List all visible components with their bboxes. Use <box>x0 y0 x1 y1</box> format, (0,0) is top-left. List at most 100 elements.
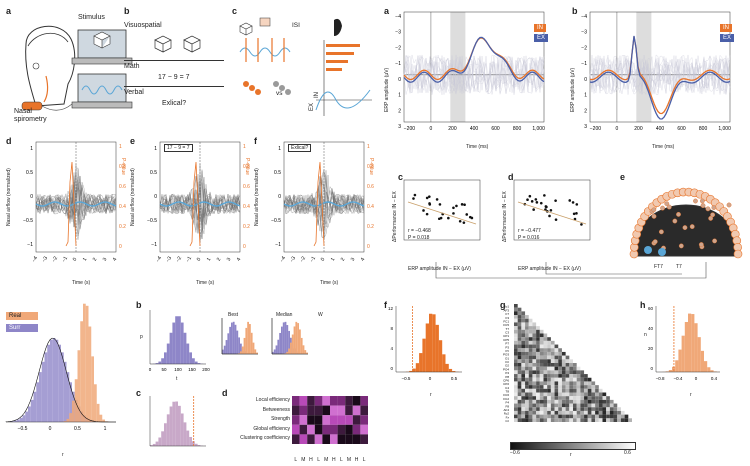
matrix-cell <box>539 418 544 422</box>
hist-bar <box>175 401 178 446</box>
matrix-cell <box>525 329 529 334</box>
matrix-cell <box>573 363 577 367</box>
heat-cell <box>352 396 361 406</box>
matrix-cell <box>514 388 518 393</box>
heat-cell <box>337 424 346 435</box>
t7-label: T7 <box>676 264 682 270</box>
matrix-cell <box>517 355 522 360</box>
matrix-cell <box>514 392 518 397</box>
matrix-cell <box>595 414 599 419</box>
matrix-cell <box>573 377 577 382</box>
matrix-cell <box>554 396 559 400</box>
matrix-cell <box>554 351 559 356</box>
matrix-cell <box>517 359 522 363</box>
surr-bar <box>25 411 28 422</box>
surr-bar <box>63 361 67 422</box>
hist-bar <box>175 316 178 364</box>
matrix-cell <box>554 381 559 386</box>
matrix-cell <box>521 337 526 341</box>
matrix-cell <box>539 377 544 382</box>
airflow-y-label-d: Nasal airflow (normalized) <box>6 168 12 226</box>
hist-bar <box>448 368 453 372</box>
lmh-label: L <box>362 457 366 463</box>
data-point <box>573 217 577 221</box>
matrix-cell <box>525 340 529 345</box>
matrix-cell <box>595 407 599 411</box>
electrode <box>698 242 704 247</box>
hist-b-main: 0 50 100 150 200 <box>149 310 210 372</box>
matrix-cell <box>558 396 562 400</box>
surr-bar <box>41 361 45 422</box>
matrix-cell <box>539 385 544 389</box>
data-point <box>572 212 576 216</box>
hist-bar <box>445 363 449 372</box>
matrix-cell <box>517 414 522 419</box>
hist-bar <box>229 326 231 354</box>
matrix-cell <box>550 340 555 345</box>
hist-bar <box>161 431 164 446</box>
matrix-cell <box>528 363 533 367</box>
matrix-cell <box>598 403 603 408</box>
matrix-cell <box>580 410 585 415</box>
row-label: AF4 <box>503 408 509 412</box>
corr-d-p: P = 0.016 <box>518 235 540 241</box>
panel-label-b3: b <box>136 300 142 310</box>
matrix-cell <box>547 399 551 404</box>
erp-x-c: ERP amplitude IN − EX (μV) <box>408 266 471 272</box>
matrix-cell <box>536 333 540 338</box>
airflow-y-label-e: Nasal airflow (normalized) <box>130 168 136 226</box>
matrix-cell <box>517 377 522 382</box>
matrix-cell <box>547 407 551 411</box>
x-tick: −0.5 <box>18 426 28 432</box>
matrix-cell <box>536 326 540 330</box>
matrix-cell <box>539 381 544 386</box>
electrode <box>710 212 716 218</box>
matrix-cell <box>558 363 562 367</box>
matrix-cell <box>547 403 551 408</box>
hist-median <box>271 318 308 355</box>
matrix-cell <box>532 344 537 349</box>
matrix-cell <box>580 370 585 375</box>
matrix-cell <box>514 304 518 308</box>
matrix-cell <box>543 388 548 393</box>
matrix-cell <box>521 403 526 408</box>
matrix-cell <box>543 392 548 397</box>
matrix-cell <box>528 329 533 334</box>
matrix-cell <box>525 388 529 393</box>
surr-bar <box>66 372 70 422</box>
matrix-cell <box>576 370 581 375</box>
panel-label-f: f <box>254 136 257 146</box>
lmh-label: H <box>331 457 336 463</box>
x-tick: 0 <box>149 367 152 372</box>
matrix-cell <box>543 396 548 400</box>
hist-bar <box>183 332 187 364</box>
data-point <box>462 221 466 224</box>
matrix-cell <box>550 414 555 419</box>
matrix-cell <box>606 399 610 404</box>
data-point <box>428 202 431 205</box>
matrix-cell <box>591 385 596 389</box>
matrix-cell <box>565 407 570 411</box>
hist-bar <box>231 322 233 354</box>
matrix-cell <box>613 414 618 419</box>
hist-bar <box>225 340 228 354</box>
hist-bar <box>227 333 230 354</box>
matrix-cell <box>584 385 588 389</box>
corr-d-r: r = −0.477 <box>518 228 541 234</box>
stimulus-label: Stimulus <box>78 14 105 21</box>
row-label: FC1 <box>503 319 509 323</box>
matrix-cell <box>525 315 529 319</box>
hist-bar <box>665 371 669 372</box>
matrix-cell <box>525 418 529 422</box>
hist-bar <box>192 358 195 364</box>
lmh-label: H <box>354 457 359 463</box>
in-label: IN <box>314 92 320 98</box>
p-tick: 0.2 <box>119 224 126 230</box>
matrix-cell <box>561 377 566 382</box>
matrix-cell <box>521 348 526 352</box>
matrix-cell <box>587 396 592 400</box>
matrix-cell <box>543 381 548 386</box>
matrix-cell <box>561 359 566 363</box>
matrix-cell <box>591 399 596 404</box>
matrix-cell <box>550 344 555 349</box>
